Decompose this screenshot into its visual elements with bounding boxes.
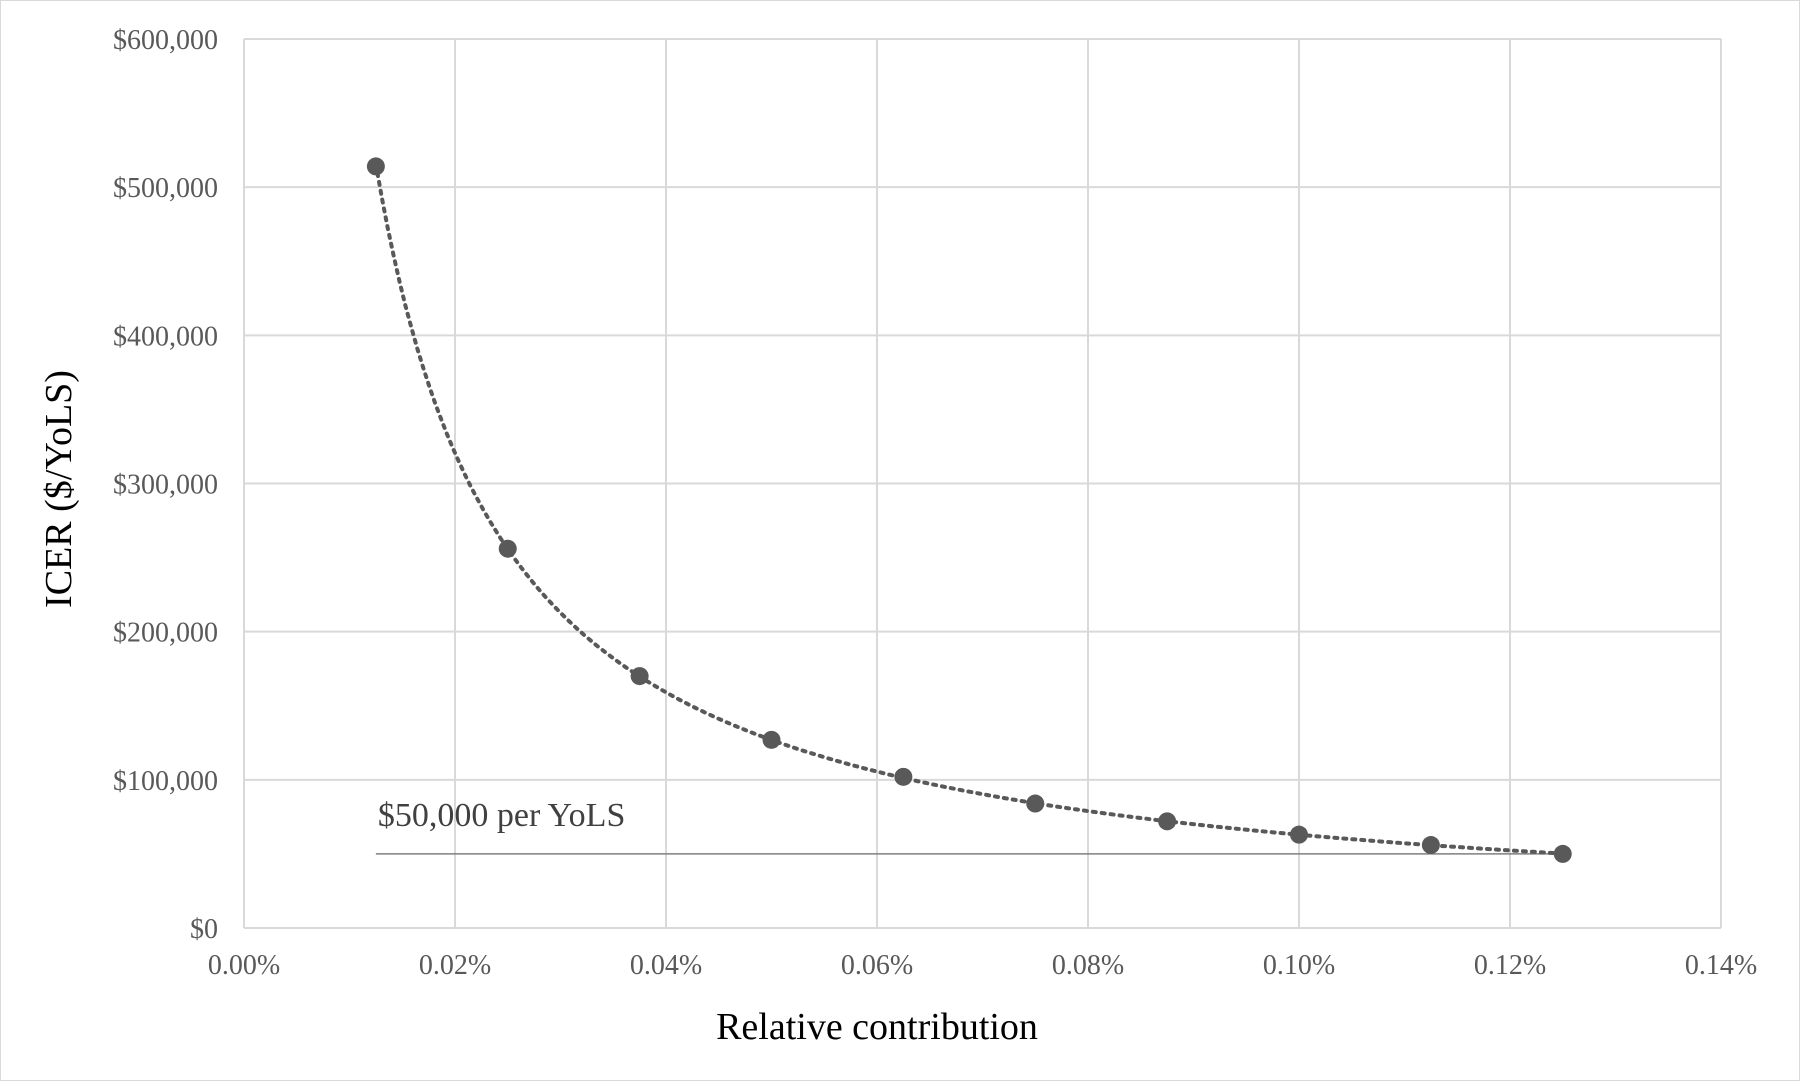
data-point [1158, 812, 1177, 831]
y-tick-label: $100,000 [113, 766, 218, 797]
x-tick-label: 0.12% [1474, 950, 1546, 981]
y-tick-label: $400,000 [113, 321, 218, 352]
data-point [1290, 825, 1308, 844]
y-tick-label: $0 [190, 914, 218, 945]
threshold-label: $50,000 per YoLS [378, 797, 625, 834]
data-point [894, 767, 913, 786]
data-point [366, 157, 385, 176]
data-point [1026, 794, 1045, 813]
y-tick-label: $200,000 [113, 618, 218, 649]
x-tick-label: 0.02% [419, 950, 491, 981]
data-point [630, 667, 649, 686]
x-tick-label: 0.00% [208, 950, 280, 981]
x-tick-label: 0.04% [630, 950, 702, 981]
x-axis-title: Relative contribution [716, 1006, 1038, 1048]
y-tick-label: $600,000 [113, 25, 218, 56]
power-trendline [373, 162, 1565, 856]
y-axis-tick-labels: $0 $100,000 $200,000 $300,000 $400,000 $500,0… [113, 25, 218, 945]
x-axis-tick-labels: 0.00% 0.02% 0.04% 0.06% 0.08% 0.10% 0.12% 0.14% [208, 950, 1757, 981]
x-tick-label: 0.08% [1052, 950, 1124, 981]
x-tick-label: 0.10% [1263, 950, 1335, 981]
gridlines [243, 38, 1722, 929]
y-tick-label: $300,000 [113, 470, 218, 501]
data-points [366, 157, 1572, 863]
data-point [1553, 844, 1572, 863]
data-point [762, 730, 781, 749]
y-axis-title: ICER ($/YoLS) [38, 370, 80, 608]
y-tick-label: $500,000 [113, 173, 218, 204]
x-tick-label: 0.14% [1685, 950, 1757, 981]
x-tick-label: 0.06% [841, 950, 913, 981]
data-point [1421, 836, 1440, 855]
data-point [498, 539, 517, 558]
reference-line-group: $50,000 per YoLS [375, 797, 1563, 855]
